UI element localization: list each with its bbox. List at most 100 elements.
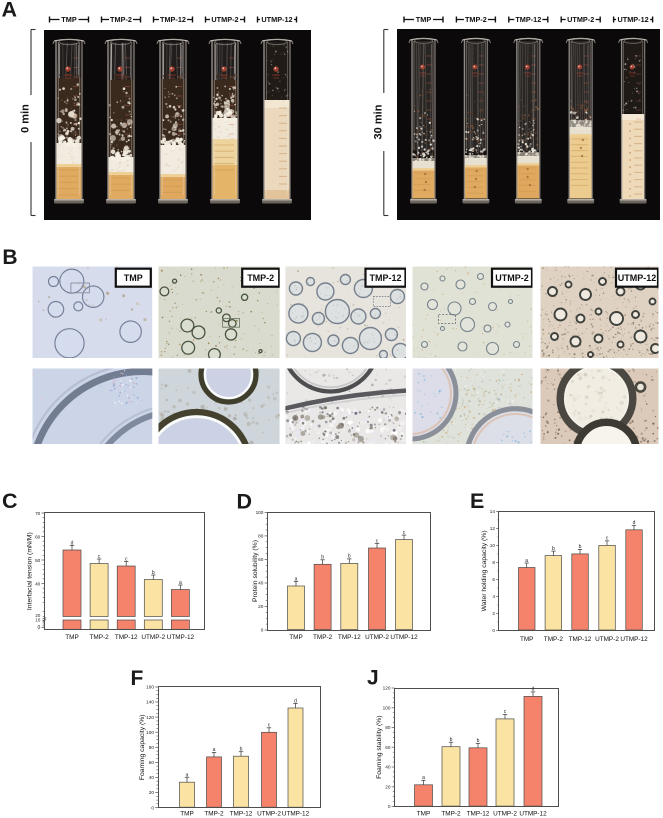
svg-text:B: B xyxy=(2,246,17,269)
svg-text:TMP-12: TMP-12 xyxy=(467,811,490,818)
svg-text:UTMP-12: UTMP-12 xyxy=(261,15,292,24)
svg-text:b: b xyxy=(450,737,453,743)
svg-text:c: c xyxy=(125,556,128,562)
svg-text:0: 0 xyxy=(261,628,264,633)
svg-text:0: 0 xyxy=(38,625,41,631)
svg-text:TMP-2: TMP-2 xyxy=(110,15,132,24)
svg-text:UTMP-12: UTMP-12 xyxy=(167,634,195,641)
svg-text:UTMP-2: UTMP-2 xyxy=(495,273,529,283)
svg-text:UTMP-12: UTMP-12 xyxy=(390,634,418,641)
svg-text:TMP-12: TMP-12 xyxy=(338,634,361,641)
svg-text:d: d xyxy=(633,520,636,526)
svg-text:TMP-12: TMP-12 xyxy=(160,15,186,24)
svg-text:40: 40 xyxy=(149,775,155,780)
svg-text:TMP-12: TMP-12 xyxy=(115,634,138,641)
svg-text:b: b xyxy=(348,554,351,560)
svg-text:F: F xyxy=(131,667,144,690)
svg-text:Protein solubility (%): Protein solubility (%) xyxy=(252,540,259,602)
svg-text:a: a xyxy=(213,747,216,753)
svg-text:40: 40 xyxy=(258,581,264,586)
svg-text:50: 50 xyxy=(35,558,41,563)
svg-text:60: 60 xyxy=(35,534,41,539)
svg-text:100: 100 xyxy=(256,510,264,515)
svg-text:b: b xyxy=(579,544,582,550)
svg-text:TMP-2: TMP-2 xyxy=(247,273,274,283)
svg-text:UTMP-2: UTMP-2 xyxy=(595,636,619,643)
svg-text:0: 0 xyxy=(388,804,391,809)
svg-text:TMP: TMP xyxy=(416,15,432,24)
svg-text:TMP: TMP xyxy=(520,636,534,643)
svg-text:a: a xyxy=(422,775,425,781)
svg-text:c: c xyxy=(376,538,379,544)
svg-text:120: 120 xyxy=(146,715,154,720)
svg-text:140: 140 xyxy=(146,700,154,705)
svg-text:Foaming stability (%): Foaming stability (%) xyxy=(376,715,383,778)
svg-text:E: E xyxy=(470,489,484,513)
svg-text:d: d xyxy=(294,698,297,704)
svg-text:160: 160 xyxy=(146,685,154,690)
svg-text:0: 0 xyxy=(492,628,495,633)
svg-text:TMP-2: TMP-2 xyxy=(465,15,487,24)
svg-text:30 min: 30 min xyxy=(373,104,385,139)
svg-text:Foaming capacity (%): Foaming capacity (%) xyxy=(139,714,146,780)
svg-text:100: 100 xyxy=(383,706,391,711)
svg-text:Water holding capacity (%): Water holding capacity (%) xyxy=(481,530,488,611)
svg-text:c: c xyxy=(606,536,609,542)
svg-text:TMP-12: TMP-12 xyxy=(230,811,253,818)
svg-text:UTMP-2: UTMP-2 xyxy=(257,811,281,818)
svg-text:TMP-2: TMP-2 xyxy=(544,636,564,643)
svg-text:80: 80 xyxy=(149,745,155,750)
svg-text:UTMP-2: UTMP-2 xyxy=(493,811,517,818)
svg-text:TMP: TMP xyxy=(124,273,143,283)
svg-text:120: 120 xyxy=(383,686,391,691)
svg-text:a: a xyxy=(295,576,298,582)
svg-text:20: 20 xyxy=(35,613,40,618)
svg-text:60: 60 xyxy=(385,745,391,750)
svg-text:c: c xyxy=(268,723,271,729)
svg-text:TMP: TMP xyxy=(61,15,77,24)
svg-text:b: b xyxy=(240,747,243,753)
svg-text:100: 100 xyxy=(146,730,154,735)
svg-text:10: 10 xyxy=(490,543,496,548)
svg-text:b: b xyxy=(152,570,155,576)
svg-text:UTMP-2: UTMP-2 xyxy=(365,634,389,641)
svg-text:J: J xyxy=(367,667,379,690)
svg-text:TMP-2: TMP-2 xyxy=(204,811,224,818)
svg-text:TMP: TMP xyxy=(65,634,79,641)
svg-text:d: d xyxy=(71,540,74,546)
svg-text:TMP: TMP xyxy=(289,634,303,641)
svg-text:D: D xyxy=(237,490,253,514)
svg-text:2: 2 xyxy=(492,611,495,616)
svg-text:Interfacial tension (mN/M): Interfacial tension (mN/M) xyxy=(27,532,34,610)
svg-text:d: d xyxy=(532,687,535,693)
svg-text:8: 8 xyxy=(492,560,495,565)
svg-text:80: 80 xyxy=(385,725,391,730)
svg-text:c: c xyxy=(504,709,507,715)
svg-text:0 min: 0 min xyxy=(20,104,32,133)
svg-text:UTMP-2: UTMP-2 xyxy=(211,15,238,24)
svg-text:c: c xyxy=(98,554,101,560)
svg-text:6: 6 xyxy=(492,577,495,582)
svg-text:b: b xyxy=(552,546,555,552)
svg-text:20: 20 xyxy=(385,785,391,790)
svg-text:20: 20 xyxy=(258,604,264,609)
svg-text:UTMP-2: UTMP-2 xyxy=(567,15,594,24)
svg-text:0: 0 xyxy=(151,805,154,810)
svg-text:TMP: TMP xyxy=(417,811,431,818)
svg-text:b: b xyxy=(477,738,480,744)
svg-text:TMP-2: TMP-2 xyxy=(313,634,333,641)
svg-text:60: 60 xyxy=(258,557,264,562)
svg-text:10: 10 xyxy=(35,618,40,623)
svg-text:a: a xyxy=(186,773,189,779)
svg-text:UTMP-12: UTMP-12 xyxy=(519,811,547,818)
svg-text:TMP-2: TMP-2 xyxy=(441,811,461,818)
svg-text:a: a xyxy=(525,558,528,564)
svg-text:b: b xyxy=(321,555,324,561)
svg-text:TMP: TMP xyxy=(180,811,194,818)
svg-text:12: 12 xyxy=(490,526,496,531)
svg-text:70: 70 xyxy=(35,511,41,516)
svg-text:C: C xyxy=(2,489,18,513)
svg-text:60: 60 xyxy=(149,760,155,765)
svg-text:80: 80 xyxy=(258,534,264,539)
svg-text:40: 40 xyxy=(385,765,391,770)
